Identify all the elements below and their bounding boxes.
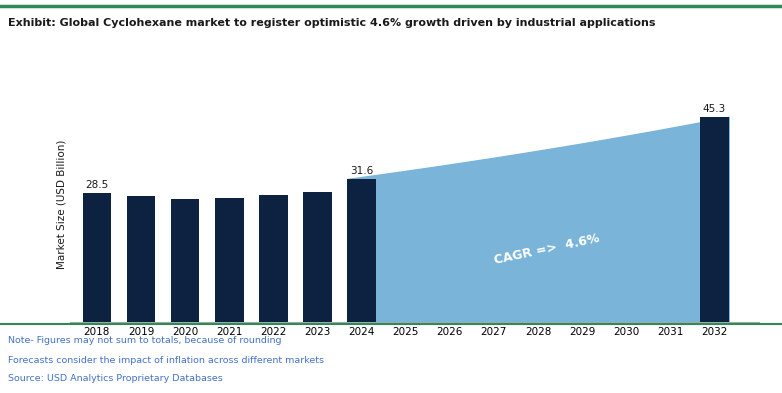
Y-axis label: Market Size (USD Billion): Market Size (USD Billion) [56,140,66,269]
Bar [170,199,199,322]
Text: Exhibit: Global Cyclohexane market to register optimistic 4.6% growth driven by : Exhibit: Global Cyclohexane market to re… [8,18,655,28]
Bar [700,117,729,322]
Bar [215,198,243,322]
Bar [127,196,156,322]
Bar [303,192,332,322]
Text: 28.5: 28.5 [85,180,109,190]
Bar [259,195,288,322]
Text: 31.6: 31.6 [350,166,373,176]
Bar [83,193,111,322]
Text: 45.3: 45.3 [703,104,726,114]
Bar [347,179,376,322]
Text: Forecasts consider the impact of inflation across different markets: Forecasts consider the impact of inflati… [8,356,324,365]
Text: CAGR =>  4.6%: CAGR => 4.6% [493,232,601,267]
Text: Note- Figures may not sum to totals, because of rounding: Note- Figures may not sum to totals, bec… [8,336,282,345]
Text: Source: USD Analytics Proprietary Databases: Source: USD Analytics Proprietary Databa… [8,374,223,383]
